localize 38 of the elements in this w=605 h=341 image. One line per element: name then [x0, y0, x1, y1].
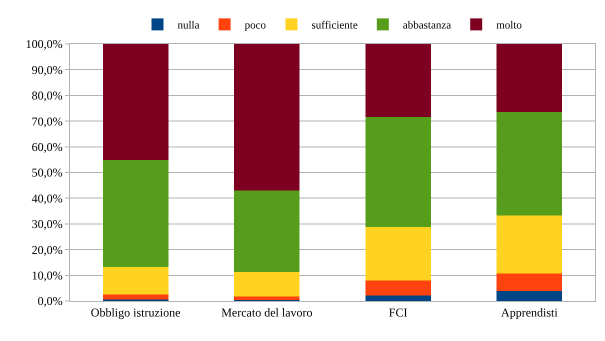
y-tick-label: 90,0%: [32, 62, 63, 77]
x-tick-label: Mercato del lavoro: [221, 305, 313, 320]
y-tick-label: 30,0%: [32, 217, 63, 232]
bar: [365, 116, 431, 228]
bar: [365, 44, 431, 117]
x-tick-label: Apprendisti: [501, 305, 558, 320]
x-tick-label: Obbligo istruzione: [90, 305, 180, 320]
bar: [102, 266, 168, 295]
y-tick-label: 60,0%: [32, 140, 63, 154]
legend-label: poco: [244, 20, 266, 32]
y-tick-label: 40,0%: [32, 191, 63, 206]
bar: [365, 296, 431, 301]
legend-label: sufficiente: [311, 20, 358, 32]
bar: [365, 227, 431, 280]
bar: [234, 296, 300, 300]
bar: [102, 44, 168, 160]
bar: [234, 272, 300, 297]
bar: [102, 294, 168, 300]
y-tick-label: 50,0%: [32, 166, 63, 180]
x-tick-label: FCI: [388, 305, 408, 320]
bar: [365, 280, 431, 296]
bar: [234, 190, 300, 272]
y-tick-label: 80,0%: [32, 88, 63, 103]
bar: [496, 216, 562, 274]
y-tick-label: 70,0%: [32, 114, 63, 128]
bar: [496, 274, 562, 291]
y-tick-label: 0,0%: [38, 294, 63, 308]
bar: [234, 44, 300, 190]
y-tick-label: 20,0%: [32, 242, 63, 257]
bar: [496, 112, 562, 216]
bar: [102, 160, 168, 267]
legend-label: nulla: [178, 20, 200, 32]
y-tick-label: 10,0%: [32, 268, 63, 282]
bar: [496, 290, 562, 301]
y-tick-label: 100,0%: [26, 37, 63, 52]
legend-label: abbastanza: [402, 20, 452, 32]
bar: [496, 44, 562, 112]
legend-label: molto: [496, 20, 522, 32]
